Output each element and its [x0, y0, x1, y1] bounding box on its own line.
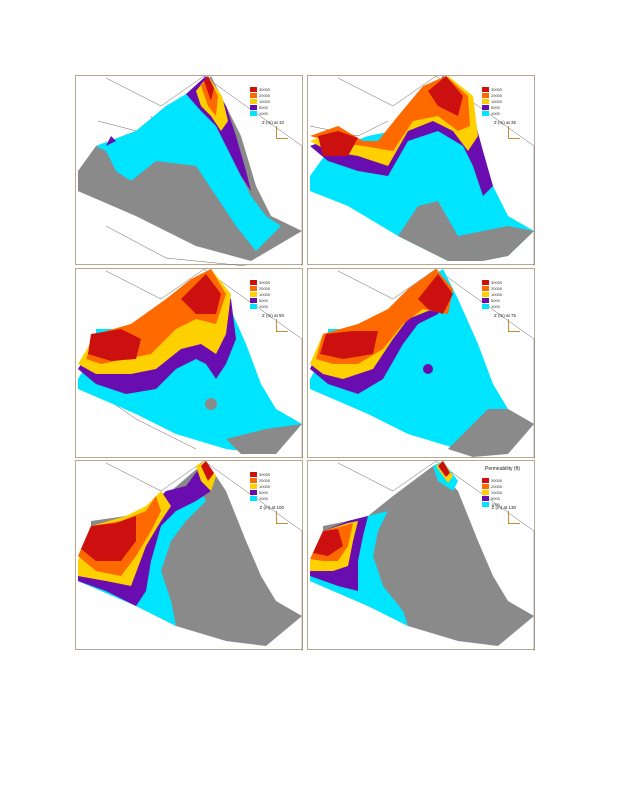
legend-2: 30000 20000 10000 5000 1000 — [482, 86, 522, 116]
legend-label: 10000 — [259, 483, 271, 489]
legend-label: 1000 — [491, 501, 500, 507]
legend-swatch — [482, 110, 489, 116]
legend-swatch — [482, 297, 489, 303]
legend-4: 30000 20000 10000 5000 1000 — [482, 279, 522, 309]
legend-label: 10000 — [491, 98, 503, 104]
legend-label: 10000 — [259, 291, 271, 297]
legend-label: 20000 — [491, 483, 503, 489]
legend-5: 30000 20000 10000 5000 1000 — [250, 471, 290, 501]
axis-icon — [272, 511, 288, 527]
legend-swatch — [482, 303, 489, 309]
contour-map-2 — [309, 76, 535, 266]
axis-icon — [272, 126, 288, 142]
legend-swatch — [250, 489, 257, 495]
legend-label: 5000 — [259, 104, 268, 110]
legend-swatch — [482, 489, 489, 495]
legend-swatch — [250, 92, 257, 98]
legend-swatch — [250, 291, 257, 297]
legend-swatch — [250, 86, 257, 92]
legend-label: 20000 — [259, 285, 271, 291]
legend-swatch — [250, 303, 257, 309]
legend-6: 30000 20000 10000 5000 1000 — [482, 477, 522, 507]
legend-label: 10000 — [259, 98, 271, 104]
legend-swatch — [250, 98, 257, 104]
legend-swatch — [250, 477, 257, 483]
map-panel-6: Permeability (ft) 30000 20000 10000 5000… — [307, 460, 535, 651]
legend-label: 5000 — [491, 104, 500, 110]
legend-label: 30000 — [259, 279, 271, 285]
panel-title: Permeability (ft) — [484, 466, 520, 472]
legend-swatch — [250, 471, 257, 477]
legend-label: 10000 — [491, 489, 503, 495]
axis-icon — [504, 319, 520, 335]
legend-swatch — [250, 285, 257, 291]
legend-label: 20000 — [259, 477, 271, 483]
legend-label: 1000 — [259, 495, 268, 501]
legend-label: 30000 — [491, 86, 503, 92]
axis-icon — [504, 126, 520, 142]
legend-label: 5000 — [259, 297, 268, 303]
legend-1: 30000 20000 10000 5000 1000 — [250, 86, 290, 116]
legend-label: 1000 — [491, 110, 500, 116]
legend-swatch — [482, 483, 489, 489]
map-panel-5: 30000 20000 10000 5000 1000 Z (m) at 100 — [75, 460, 303, 651]
contour-map-5 — [78, 461, 303, 651]
map-panel-1: 30000 20000 10000 5000 1000 Z (m) at 10 — [75, 75, 303, 266]
legend-label: 20000 — [491, 285, 503, 291]
panel-caption: Z (m) at 100 — [259, 505, 284, 510]
contour-map-4 — [310, 269, 535, 459]
legend-label: 5000 — [259, 489, 268, 495]
legend-swatch — [482, 285, 489, 291]
legend-swatch — [482, 477, 489, 483]
legend-label: 1000 — [491, 303, 500, 309]
legend-label: 1000 — [259, 303, 268, 309]
legend-swatch — [250, 279, 257, 285]
legend-label: 5000 — [491, 297, 500, 303]
axis-icon — [272, 319, 288, 335]
legend-label: 10000 — [491, 291, 503, 297]
legend-label: 1000 — [259, 110, 268, 116]
legend-swatch — [482, 104, 489, 110]
map-panel-3: 30000 20000 10000 5000 1000 Z (m) at 50 — [75, 268, 303, 459]
contour-map-6 — [310, 461, 535, 651]
contour-map-1 — [78, 76, 303, 266]
legend-label: 20000 — [259, 92, 271, 98]
legend-swatch — [482, 92, 489, 98]
panel-caption: Z (m) at 10 — [261, 120, 284, 125]
panel-caption: Z (m) at 75 — [493, 313, 516, 318]
legend-label: 5000 — [491, 495, 500, 501]
legend-swatch — [250, 104, 257, 110]
legend-label: 30000 — [491, 279, 503, 285]
legend-swatch — [482, 279, 489, 285]
legend-swatch — [482, 501, 489, 507]
legend-label: 20000 — [491, 92, 503, 98]
legend-swatch — [250, 483, 257, 489]
contour-map-3 — [77, 269, 303, 459]
legend-swatch — [250, 495, 257, 501]
axis-icon — [504, 511, 520, 527]
map-panel-4: 30000 20000 10000 5000 1000 Z (m) at 75 — [307, 268, 535, 459]
legend-swatch — [482, 495, 489, 501]
legend-swatch — [482, 86, 489, 92]
legend-swatch — [250, 297, 257, 303]
legend-swatch — [482, 98, 489, 104]
legend-swatch — [250, 110, 257, 116]
legend-label: 30000 — [491, 477, 503, 483]
map-panel-2: 30000 20000 10000 5000 1000 Z (m) at 35 — [307, 75, 535, 266]
legend-label: 30000 — [259, 86, 271, 92]
panel-caption: Z (m) at 130 — [491, 505, 516, 510]
legend-swatch — [482, 291, 489, 297]
legend-3: 30000 20000 10000 5000 1000 — [250, 279, 290, 309]
panel-caption: Z (m) at 50 — [261, 313, 284, 318]
legend-label: 30000 — [259, 471, 271, 477]
panel-caption: Z (m) at 35 — [493, 120, 516, 125]
